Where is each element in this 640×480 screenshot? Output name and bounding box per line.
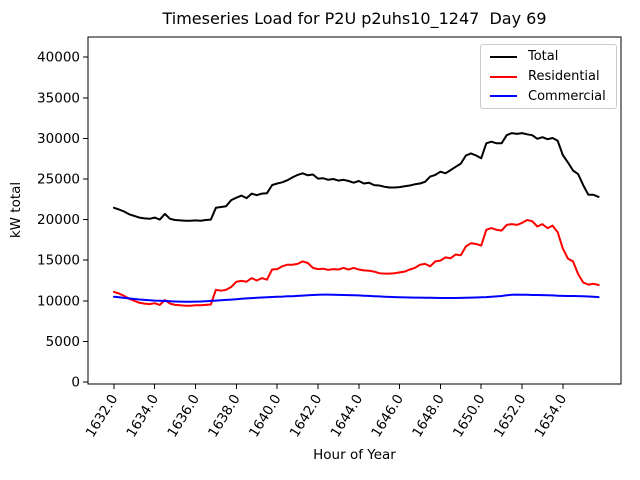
y-tick-label: 5000	[46, 334, 80, 350]
series-line-residential	[112, 219, 600, 307]
legend-item-total: Total	[481, 47, 616, 67]
chart-title: Timeseries Load for P2U p2uhs10_1247 Day…	[162, 9, 547, 28]
legend-label-total: Total	[528, 49, 559, 65]
x-tick-label: 1648.0	[409, 392, 448, 441]
x-axis-label: Hour of Year	[313, 447, 396, 463]
x-tick-label: 1644.0	[328, 392, 367, 441]
x-tick-label: 1636.0	[164, 392, 203, 441]
legend-item-residential: Residential	[481, 67, 616, 87]
series-line-commercial	[112, 293, 600, 303]
legend-label-commercial: Commercial	[528, 88, 606, 104]
y-tick-label: 30000	[37, 131, 80, 147]
x-tick-label: 1650.0	[450, 392, 489, 441]
legend-line-sample-residential	[490, 75, 517, 78]
y-tick-label: 15000	[37, 253, 80, 269]
x-tick-label: 1632.0	[83, 392, 122, 441]
y-tick-label: 20000	[37, 212, 80, 228]
y-tick-label: 25000	[37, 172, 80, 188]
y-tick-label: 10000	[37, 293, 80, 309]
y-axis-label: kW total	[8, 181, 24, 239]
legend-line-sample-total	[490, 55, 517, 58]
x-tick-label: 1646.0	[368, 392, 407, 441]
x-tick-label: 1652.0	[491, 392, 530, 441]
y-tick-label: 0	[71, 375, 80, 391]
x-tick-label: 1634.0	[124, 392, 163, 441]
y-tick-label: 40000	[37, 50, 80, 66]
legend-item-commercial: Commercial	[481, 86, 616, 106]
legend: Total Residential Commercial	[480, 44, 617, 109]
legend-line-sample-commercial	[490, 95, 517, 98]
y-tick-label: 35000	[37, 90, 80, 106]
x-tick-label: 1638.0	[205, 392, 244, 441]
x-tick-label: 1640.0	[246, 392, 285, 441]
x-tick-label: 1654.0	[532, 392, 571, 441]
series-line-total	[112, 132, 600, 222]
legend-label-residential: Residential	[528, 69, 600, 84]
x-tick-label: 1642.0	[287, 392, 326, 441]
